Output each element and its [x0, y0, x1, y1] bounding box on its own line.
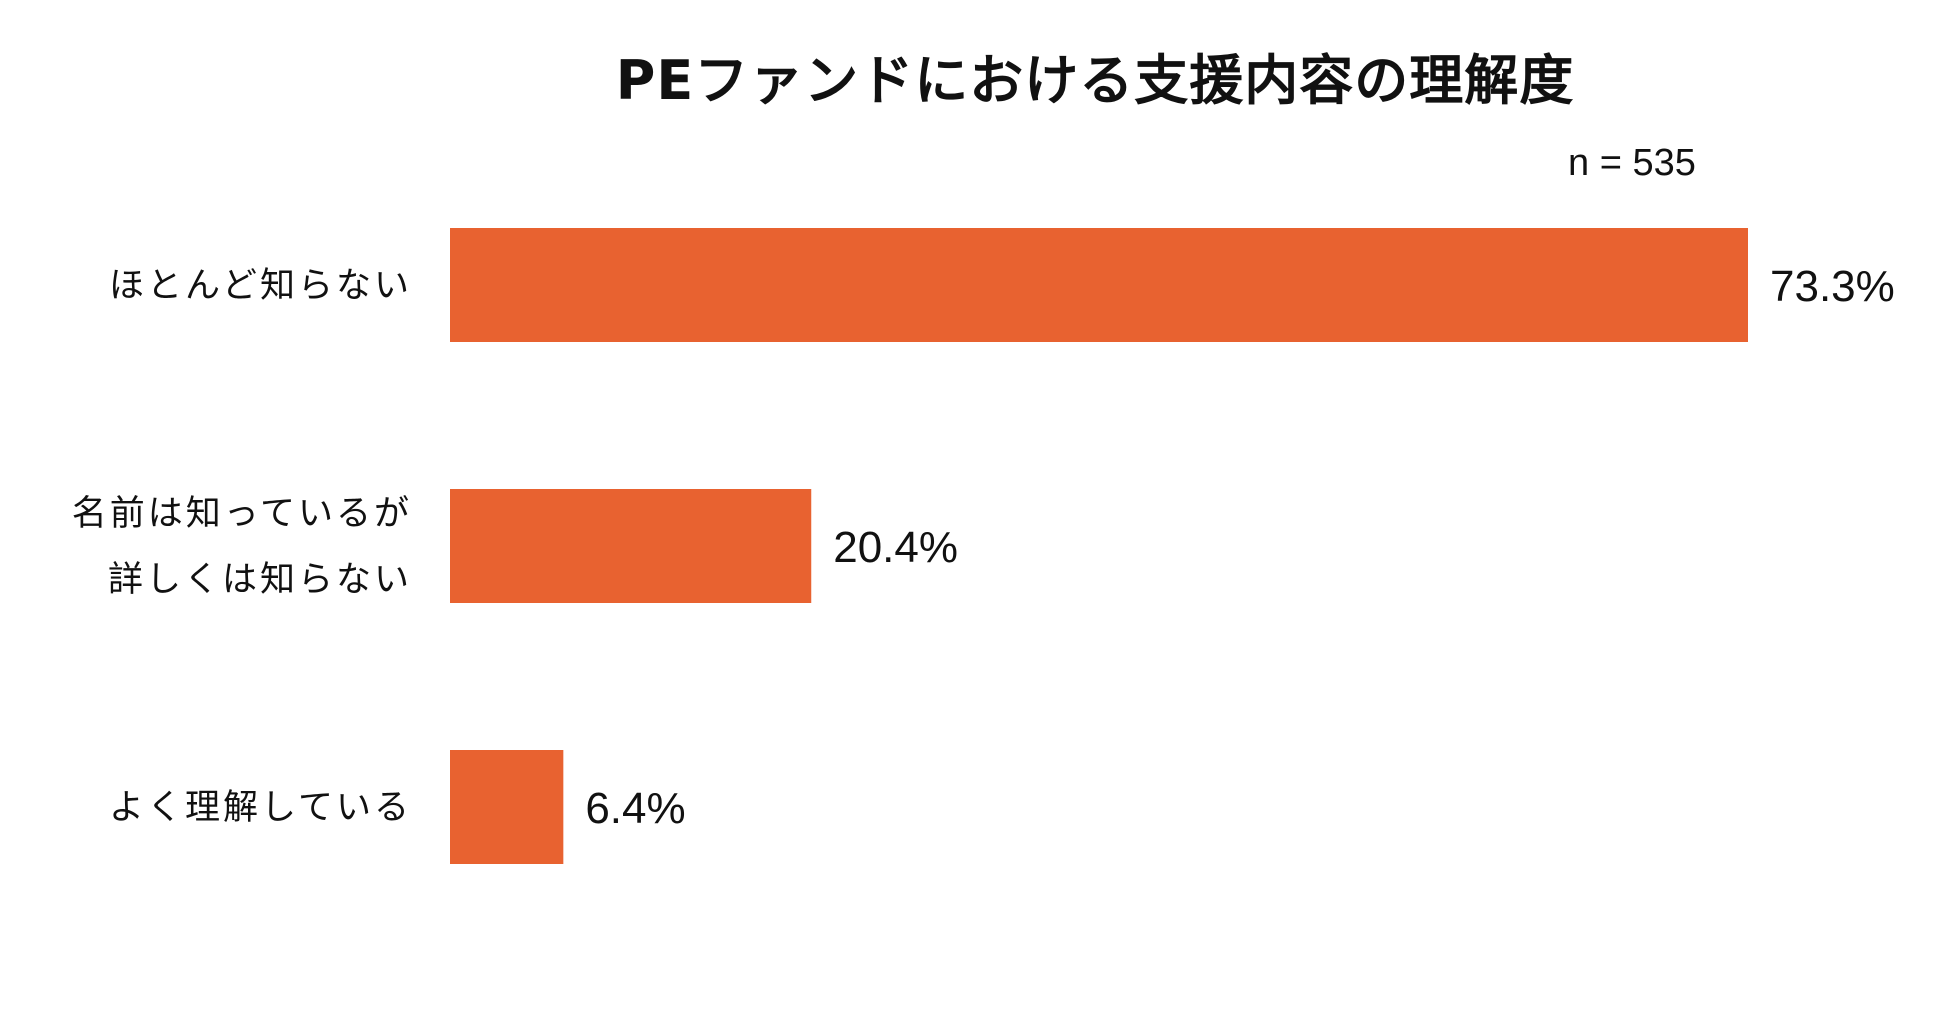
value-label-2: 6.4% — [585, 784, 685, 833]
value-label-1: 20.4% — [833, 523, 958, 572]
chart-title: PEファンドにおける支援内容の理解度 — [615, 49, 1575, 112]
value-label-0: 73.3% — [1770, 262, 1895, 311]
bar-2 — [450, 750, 564, 864]
category-label-2: よく理解している — [109, 788, 412, 828]
bar-0 — [450, 228, 1748, 342]
bar-1 — [450, 489, 812, 603]
sample-size-label: n = 535 — [1568, 142, 1696, 184]
category-label-0: ほとんど知らない — [109, 266, 412, 306]
category-label-1-line-1: 詳しくは知らない — [108, 560, 412, 600]
category-label-1-line-0: 名前は知っているが — [72, 494, 412, 534]
